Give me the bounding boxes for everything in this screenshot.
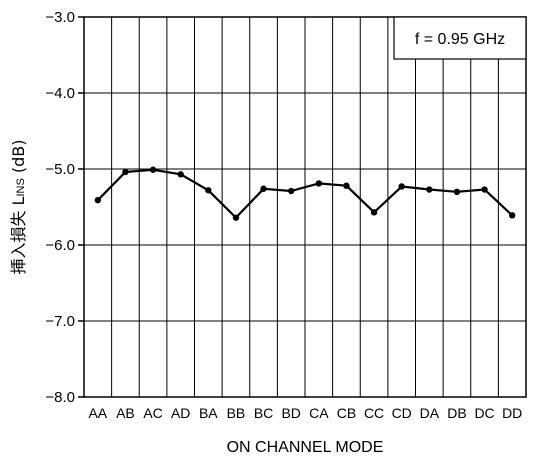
data-point: [481, 186, 488, 193]
x-tick-label: BB: [227, 405, 246, 421]
frequency-annotation-box: f = 0.95 GHz: [393, 16, 527, 60]
plot-frame: [83, 16, 527, 398]
data-point: [398, 183, 405, 190]
y-axis-title: 挿入損失 LINS (dB): [9, 139, 28, 274]
data-point: [205, 187, 212, 194]
y-tick-label: −3.0: [45, 9, 75, 26]
data-point: [287, 187, 295, 195]
data-point: [94, 196, 102, 204]
x-tick-labels: AA AB AC AD BA BB BC BD CA CB CC CD DA DB DC DD: [88, 405, 522, 421]
y-axis-title-subscript: INS: [15, 178, 27, 196]
x-axis-title: ON CHANNEL MODE: [227, 439, 384, 456]
frequency-annotation: f = 0.95 GHz: [415, 31, 505, 48]
data-point: [232, 214, 240, 221]
series-line: [97, 168, 513, 219]
data-point: [508, 212, 516, 219]
data-point: [149, 166, 157, 173]
grid-lines: [84, 17, 526, 397]
x-tick-label: BC: [254, 405, 273, 421]
y-tick-label: −4.0: [45, 85, 75, 102]
y-tick-label: −6.0: [45, 237, 75, 254]
y-axis-title-main: 挿入損失 L: [9, 196, 28, 274]
x-tick-label: AB: [116, 405, 135, 421]
x-tick-label: DB: [447, 405, 466, 421]
data-point: [122, 168, 129, 176]
data-point: [426, 186, 433, 193]
data-point: [315, 180, 323, 187]
data-point: [370, 209, 378, 216]
y-tick-labels: −3.0 −4.0 −5.0 −6.0 −7.0 −8.0: [45, 9, 84, 406]
x-tick-label: CC: [364, 405, 384, 421]
data-point: [453, 188, 461, 195]
annotation-frame: [393, 16, 527, 60]
x-tick-label: AA: [88, 405, 107, 421]
x-tick-label: DD: [502, 405, 522, 421]
x-tick-label: BA: [199, 405, 218, 421]
y-tick-label: −7.0: [45, 313, 75, 330]
data-point: [260, 185, 267, 192]
y-tick-label: −5.0: [45, 161, 75, 178]
x-tick-label: CA: [309, 405, 329, 421]
data-point: [343, 182, 350, 189]
x-tick-label: CB: [337, 405, 356, 421]
data-point: [177, 171, 184, 178]
y-axis-title-unit: (dB): [9, 139, 28, 178]
y-tick-label: −8.0: [45, 389, 75, 406]
x-tick-label: CD: [392, 405, 412, 421]
x-tick-label: DA: [420, 405, 440, 421]
x-tick-label: AD: [171, 405, 190, 421]
data-series: [94, 166, 516, 221]
x-tick-label: DC: [474, 405, 494, 421]
x-tick-label: BD: [281, 405, 300, 421]
x-tick-label: AC: [143, 405, 162, 421]
